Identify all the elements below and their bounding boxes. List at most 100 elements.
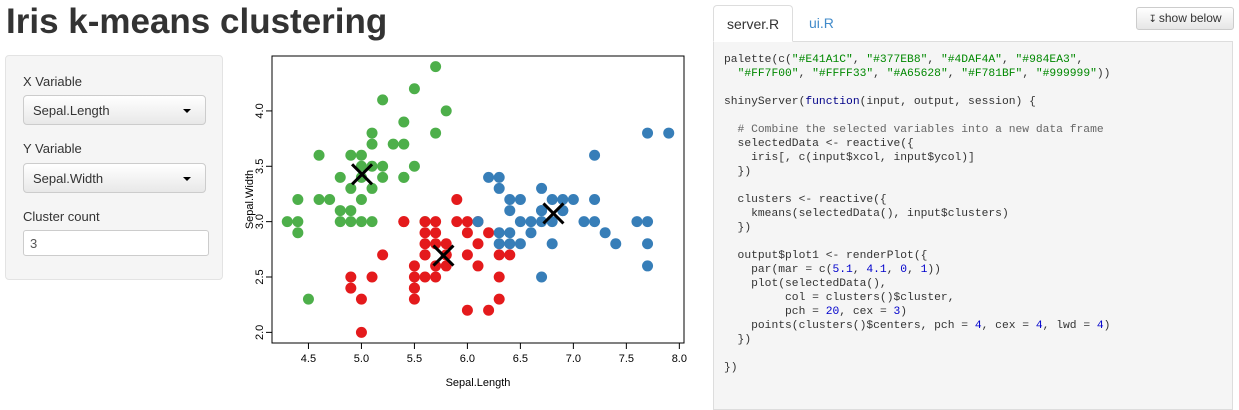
code-line: pch = 20, cex = 3): [724, 306, 908, 318]
cluster-count-input[interactable]: [23, 230, 209, 256]
data-point: [355, 149, 367, 161]
data-point: [377, 94, 389, 106]
data-point: [536, 205, 548, 217]
data-point: [398, 171, 410, 183]
data-point: [419, 238, 431, 250]
data-point: [313, 194, 325, 205]
y-tick-label: 4.0: [254, 103, 266, 118]
data-point: [313, 149, 325, 161]
y-tick-label: 2.5: [254, 269, 266, 284]
code-line: points(clusters()$centers, pch = 4, cex …: [724, 320, 1111, 332]
x-axis-title: Sepal.Length: [446, 377, 511, 389]
data-point: [302, 293, 314, 305]
kmeans-scatter-plot: 4.5 5.0 5.5 6.0 6.5 7.0 7.5 8.0 2.0 2.5 3.0 3.5 4.0 S…: [244, 55, 687, 389]
data-point: [472, 216, 484, 228]
data-point: [292, 216, 304, 228]
data-point: [546, 194, 558, 205]
data-point: [345, 282, 357, 294]
data-point: [345, 182, 357, 194]
tab-server-r[interactable]: server.R: [713, 5, 794, 42]
data-point: [408, 271, 420, 283]
data-point: [493, 271, 505, 283]
data-point: [355, 293, 367, 305]
data-point: [408, 260, 420, 272]
data-point: [345, 216, 357, 228]
x-variable-select[interactable]: Sepal.Length: [23, 95, 206, 125]
code-line: }): [724, 166, 752, 178]
data-point: [440, 238, 452, 250]
data-point: [610, 238, 622, 250]
data-point: [451, 216, 463, 228]
y-tick-label: 2.0: [254, 325, 266, 340]
data-point: [430, 61, 442, 73]
data-point: [567, 194, 579, 205]
data-point: [366, 127, 378, 139]
caret-down-icon: [183, 109, 191, 113]
data-point: [493, 227, 505, 239]
data-point: [345, 149, 357, 161]
data-point: [461, 304, 473, 316]
data-point: [514, 238, 526, 250]
data-point: [430, 227, 442, 239]
data-point: [483, 227, 495, 239]
data-point: [281, 216, 293, 228]
data-point: [525, 227, 537, 239]
x-variable-label: X Variable: [23, 74, 83, 89]
data-point: [324, 194, 336, 205]
code-line: "#FF7F00", "#FFFF33", "#A65628", "#F781B…: [737, 68, 1111, 80]
data-point: [461, 216, 473, 228]
code-line: # Combine the selected variables into a …: [724, 124, 1104, 136]
data-point: [419, 271, 431, 283]
data-point: [398, 216, 410, 228]
data-point: [408, 282, 420, 294]
data-point: [430, 260, 442, 272]
data-point: [504, 205, 516, 217]
data-point: [504, 238, 516, 250]
code-line: col = clusters()$cluster,: [724, 292, 955, 304]
data-point: [536, 271, 548, 283]
data-point: [536, 216, 548, 228]
x-tick-label: 7.0: [566, 353, 581, 365]
data-point: [631, 216, 643, 228]
x-tick-label: 8.0: [672, 353, 687, 365]
data-point: [493, 171, 505, 183]
data-point: [461, 249, 473, 261]
data-point: [493, 182, 505, 194]
x-tick-label: 6.0: [460, 353, 475, 365]
data-point: [504, 227, 516, 239]
data-point: [599, 227, 611, 239]
data-point: [493, 238, 505, 250]
data-point: [355, 216, 367, 228]
data-point: [525, 216, 537, 228]
data-point: [642, 216, 654, 228]
data-point: [377, 160, 389, 172]
data-point: [419, 227, 431, 239]
data-point: [642, 238, 654, 250]
cluster-center-marker: [542, 202, 565, 225]
data-point: [472, 238, 484, 250]
page-title: Iris k-means clustering: [6, 2, 388, 41]
data-point: [345, 271, 357, 283]
x-tick-label: 5.0: [354, 353, 369, 365]
y-variable-select[interactable]: Sepal.Width: [23, 163, 206, 193]
data-point: [355, 326, 367, 338]
data-point: [589, 149, 601, 161]
data-point: [663, 127, 675, 139]
data-point: [334, 205, 346, 217]
tab-ui-r[interactable]: ui.R: [809, 15, 834, 31]
data-point: [536, 182, 548, 194]
data-point: [419, 216, 431, 228]
data-point: [292, 227, 304, 239]
data-point: [642, 127, 654, 139]
data-point: [398, 116, 410, 128]
code-line: palette(c("#E41A1C", "#377EB8", "#4DAF4A…: [724, 54, 1084, 66]
code-line: kmeans(selectedData(), input$clusters): [724, 208, 1009, 220]
data-point: [355, 194, 367, 205]
data-point: [483, 171, 495, 183]
data-point: [292, 194, 304, 205]
data-point: [430, 216, 442, 228]
data-point: [345, 205, 357, 217]
show-below-button[interactable]: ↧ show below: [1136, 7, 1234, 30]
y-tick-label: 3.5: [254, 159, 266, 174]
data-point: [387, 138, 399, 150]
